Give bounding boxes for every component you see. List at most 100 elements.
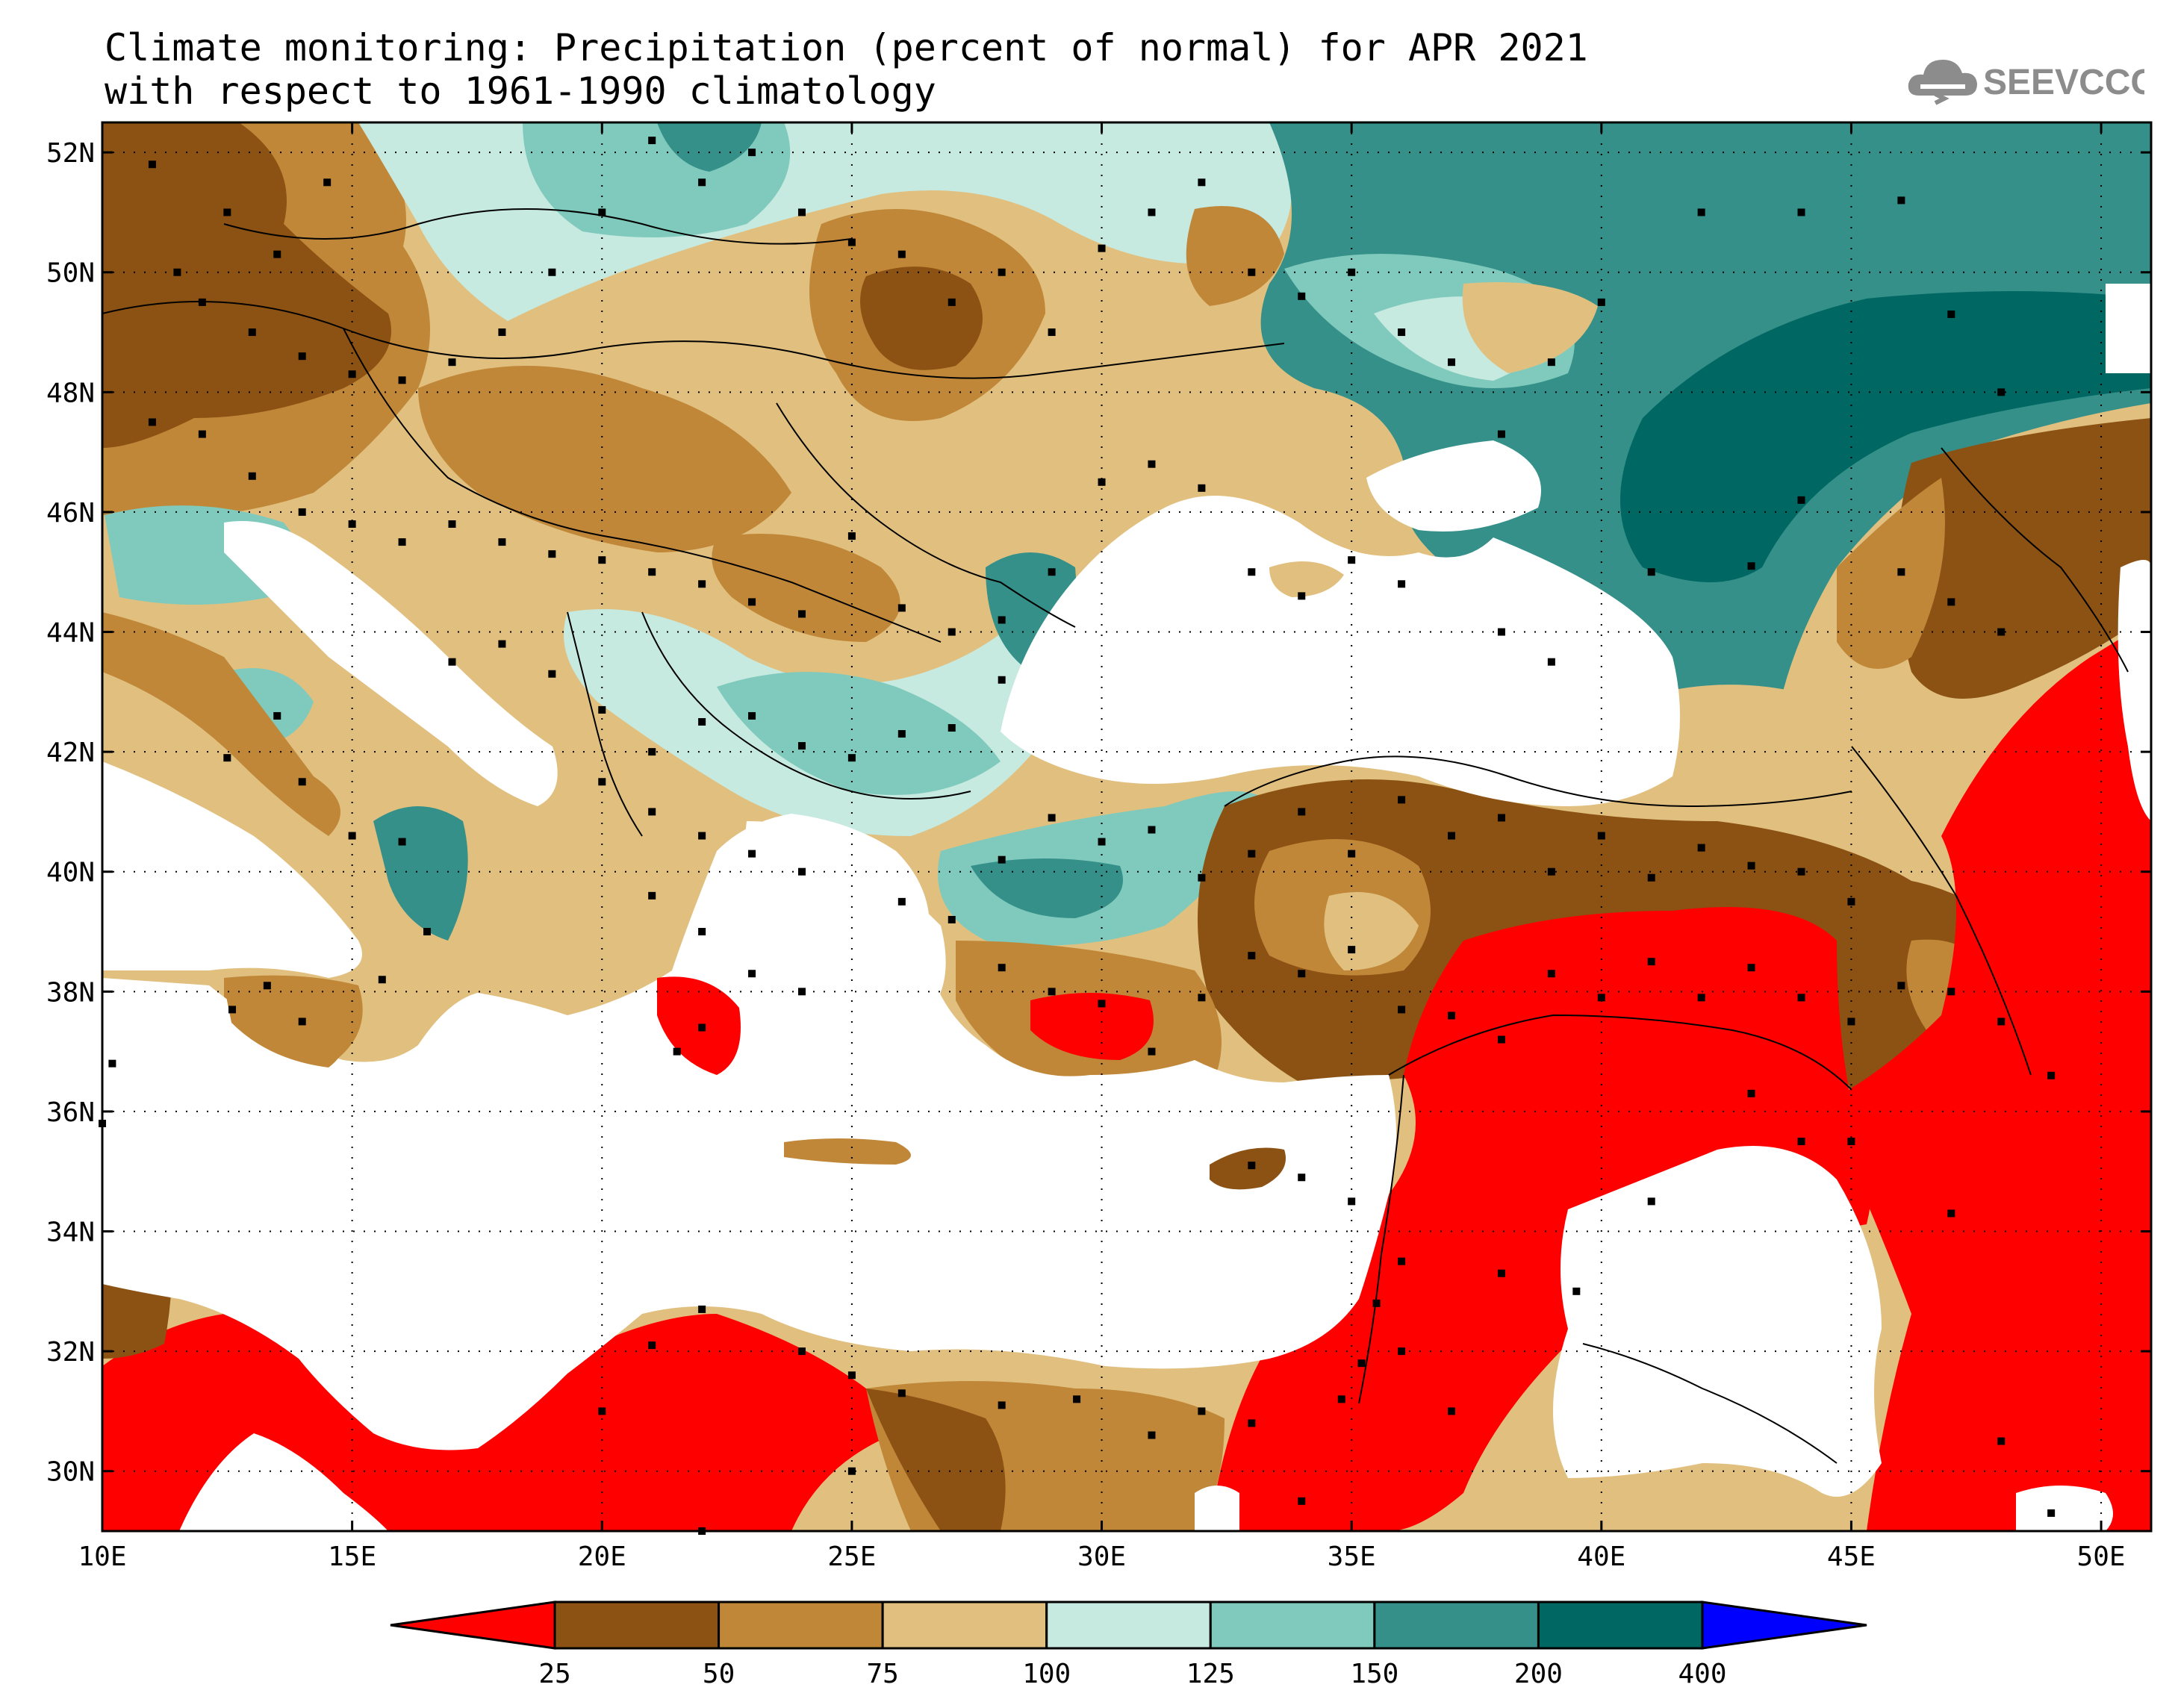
station-marker <box>797 610 806 618</box>
station-marker <box>198 298 206 306</box>
station-marker <box>1647 568 1655 576</box>
station-marker <box>948 915 956 923</box>
station-marker <box>1797 496 1805 504</box>
station-marker <box>797 988 806 996</box>
station-marker <box>1148 460 1156 468</box>
station-marker <box>1048 814 1056 822</box>
station-marker <box>1448 1012 1456 1020</box>
station-marker <box>1348 946 1356 954</box>
station-marker <box>1337 1395 1345 1403</box>
gridlines <box>102 122 2151 1531</box>
station-marker <box>673 1047 681 1056</box>
lat-tick-label: 38N <box>46 977 95 1008</box>
station-marker <box>1248 568 1256 576</box>
station-marker <box>1847 897 1855 906</box>
station-markers <box>99 137 2056 1535</box>
field-east-red <box>1822 620 2151 1531</box>
station-marker <box>698 717 706 726</box>
station-marker <box>598 778 606 786</box>
station-marker <box>948 298 956 306</box>
station-marker <box>1647 873 1655 882</box>
station-marker <box>1697 994 1705 1002</box>
station-marker <box>1547 358 1555 367</box>
field-south-italy-wet <box>373 806 468 941</box>
station-marker <box>173 268 181 276</box>
station-marker <box>1597 832 1605 840</box>
station-marker <box>648 891 656 900</box>
station-marker <box>1897 568 1905 576</box>
station-marker <box>2047 1071 2056 1079</box>
station-marker <box>108 1059 116 1068</box>
station-marker <box>748 970 756 978</box>
field-east-very-wet <box>1620 291 2151 582</box>
station-marker <box>998 616 1006 624</box>
station-marker <box>1547 867 1555 876</box>
sea-gulf <box>2016 1486 2113 1531</box>
station-marker <box>1298 970 1306 978</box>
station-marker <box>998 268 1006 276</box>
nodata-ne-corner <box>2106 284 2151 373</box>
colorbar-label: 100 <box>1022 1659 1071 1689</box>
station-marker <box>398 376 406 384</box>
station-marker <box>1348 1197 1356 1206</box>
station-marker <box>548 550 556 558</box>
colorbar-segment <box>1045 1601 1212 1650</box>
lon-tick-label: 25E <box>827 1542 876 1572</box>
station-marker <box>648 748 656 756</box>
field-ukraine-very-dry <box>860 267 983 370</box>
colorbar-segment <box>553 1601 721 1650</box>
station-marker <box>1597 298 1605 306</box>
station-marker <box>298 1017 306 1026</box>
station-marker <box>1098 1000 1106 1008</box>
station-marker <box>1248 952 1256 960</box>
station-marker <box>1497 1269 1505 1277</box>
nodata-egypt-corner <box>1195 1486 1239 1531</box>
station-marker <box>748 149 756 157</box>
station-marker <box>1248 1419 1256 1427</box>
station-marker <box>263 982 271 990</box>
station-marker <box>1797 1138 1805 1146</box>
station-marker <box>1098 244 1106 252</box>
station-marker <box>1298 292 1306 300</box>
lon-tick-label: 10E <box>78 1542 126 1572</box>
station-marker <box>1497 1035 1505 1044</box>
station-marker <box>648 1341 656 1350</box>
station-marker <box>897 250 906 258</box>
station-marker <box>1547 970 1555 978</box>
station-marker <box>1348 268 1356 276</box>
lat-tick-label: 32N <box>46 1337 95 1368</box>
station-marker <box>698 1305 706 1313</box>
station-marker <box>1298 592 1306 600</box>
station-marker <box>248 472 256 480</box>
sea-mediterranean <box>102 814 1396 1450</box>
lon-tick-label: 50E <box>2077 1542 2126 1572</box>
sea-caspian <box>2118 560 2151 821</box>
lon-tick-label: 30E <box>1077 1542 1126 1572</box>
station-marker <box>298 778 306 786</box>
sea-aegean <box>744 821 946 1023</box>
station-marker <box>1747 1089 1755 1097</box>
station-marker <box>598 705 606 714</box>
station-marker <box>548 670 556 678</box>
station-marker <box>1597 994 1605 1002</box>
field-central-dry <box>1186 206 1284 306</box>
station-marker <box>598 1407 606 1415</box>
station-marker <box>998 964 1006 972</box>
sea-black-sea <box>1001 496 1680 806</box>
station-marker <box>1897 196 1905 205</box>
sea-azov <box>1366 440 1541 532</box>
station-marker <box>1847 1138 1855 1146</box>
logo-text: SEEVCCC <box>1983 63 2144 102</box>
station-marker <box>998 676 1006 684</box>
lat-tick-label: 48N <box>46 378 95 408</box>
station-marker <box>498 640 506 648</box>
station-marker <box>348 370 356 378</box>
lat-tick-label: 52N <box>46 138 95 169</box>
station-marker <box>998 855 1006 864</box>
station-marker <box>1398 580 1406 588</box>
station-marker <box>648 808 656 816</box>
station-marker <box>797 1347 806 1356</box>
plot-frame <box>101 121 2153 1533</box>
station-marker <box>1697 844 1705 852</box>
station-marker <box>1497 628 1505 636</box>
